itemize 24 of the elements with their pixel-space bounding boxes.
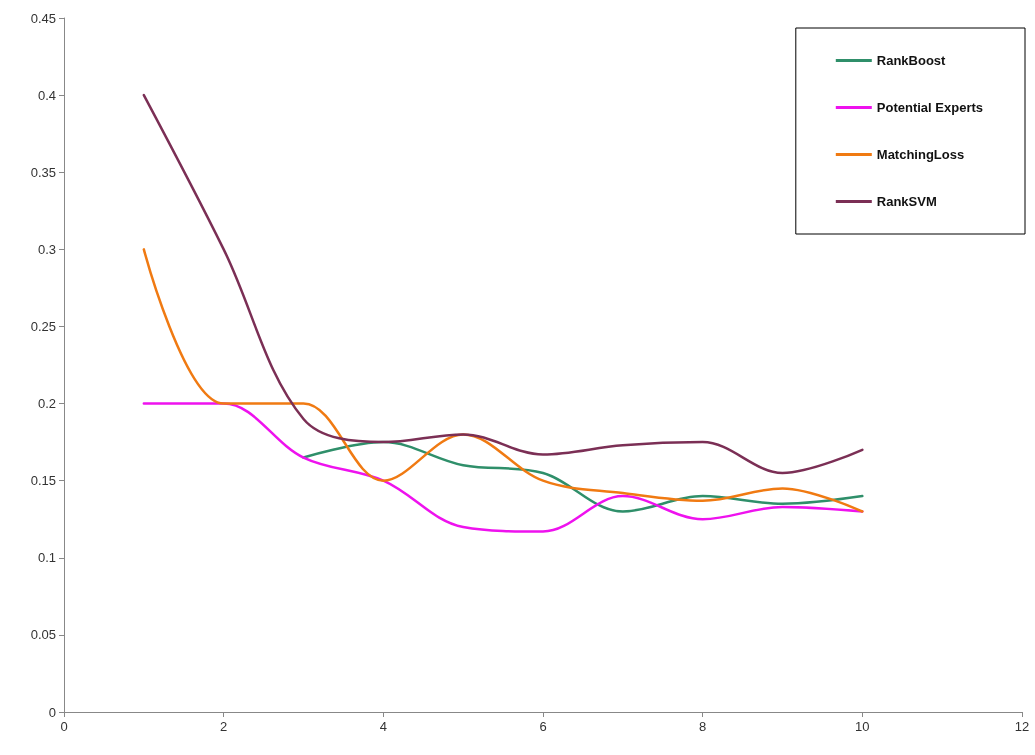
x-tick-label: 12 — [1014, 719, 1030, 734]
legend-label: RankBoost — [876, 53, 947, 68]
x-tick-label: 4 — [379, 719, 387, 734]
y-tick-label: 0.2 — [37, 396, 56, 412]
y-tick-label: 0 — [48, 704, 56, 720]
y-tick-label: 0.1 — [37, 550, 56, 566]
x-tick-label: 2 — [220, 719, 228, 734]
x-tick-label: 10 — [855, 719, 870, 734]
x-tick-label: 0 — [60, 719, 68, 734]
line-series — [142, 93, 864, 475]
y-tick-label: 0.4 — [37, 87, 56, 103]
y-tick-label: 0.05 — [30, 627, 56, 643]
y-tick-label: 0.3 — [37, 241, 56, 257]
x-tick-label: 6 — [539, 719, 547, 734]
x-tick-label: 8 — [699, 719, 707, 734]
y-tick-label: 0.45 — [30, 10, 56, 26]
y-tick-label: 0.35 — [30, 164, 56, 180]
y-tick-label: 0.15 — [30, 473, 56, 489]
legend-label: RankSVM — [876, 194, 937, 209]
legend-label: MatchingLoss — [876, 147, 965, 162]
line-series — [142, 248, 864, 513]
line-series — [142, 402, 864, 533]
legend-label: Potential Experts — [876, 100, 984, 115]
y-tick-label: 0.25 — [30, 318, 56, 334]
